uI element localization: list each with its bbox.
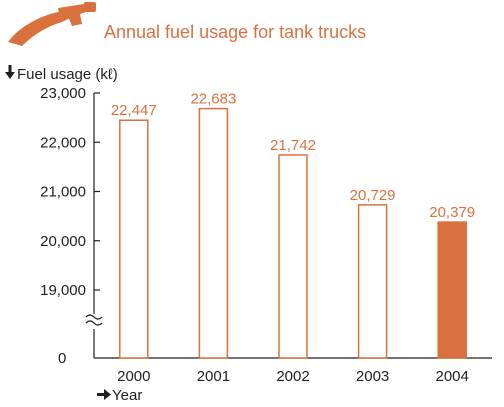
chart-title: Annual fuel usage for tank trucks <box>104 22 366 42</box>
fuel-nozzle-icon <box>8 2 96 46</box>
y-axis-label: Fuel usage (kℓ) <box>17 66 118 83</box>
bar-2004 <box>437 221 467 359</box>
data-label: 21,742 <box>270 137 316 154</box>
arrow-right-icon <box>97 389 111 400</box>
data-label: 20,729 <box>350 187 396 204</box>
data-label: 22,683 <box>190 91 236 108</box>
y-tick-label: 22,000 <box>40 134 86 151</box>
y-tick-label: 23,000 <box>40 85 86 102</box>
x-ticks: 2000 2001 2002 2003 2004 <box>117 368 469 385</box>
x-tick-label: 2004 <box>436 368 469 385</box>
y-tick-label: 19,000 <box>40 282 86 299</box>
data-label: 22,447 <box>111 102 157 119</box>
x-tick-label: 2001 <box>197 368 230 385</box>
bars: 22,447 22,683 21,742 20,729 20,379 <box>111 91 475 359</box>
y-tick-label: 20,000 <box>40 233 86 250</box>
y-tick-label: 21,000 <box>40 184 86 201</box>
axis-break-mark <box>85 314 103 326</box>
arrow-down-icon <box>5 65 15 79</box>
bar-2003 <box>357 204 388 359</box>
data-label: 20,379 <box>429 204 475 221</box>
y-tick-label-zero: 0 <box>58 350 66 367</box>
x-tick-label: 2003 <box>356 368 389 385</box>
bar-2001 <box>198 107 229 359</box>
x-tick-label: 2000 <box>117 368 150 385</box>
x-tick-label: 2002 <box>276 368 309 385</box>
y-ticks: 19,000 20,000 21,000 22,000 23,000 <box>40 85 100 299</box>
bar-2000 <box>119 119 149 359</box>
x-axis-label: Year <box>112 387 142 404</box>
bar-2002 <box>278 154 308 359</box>
